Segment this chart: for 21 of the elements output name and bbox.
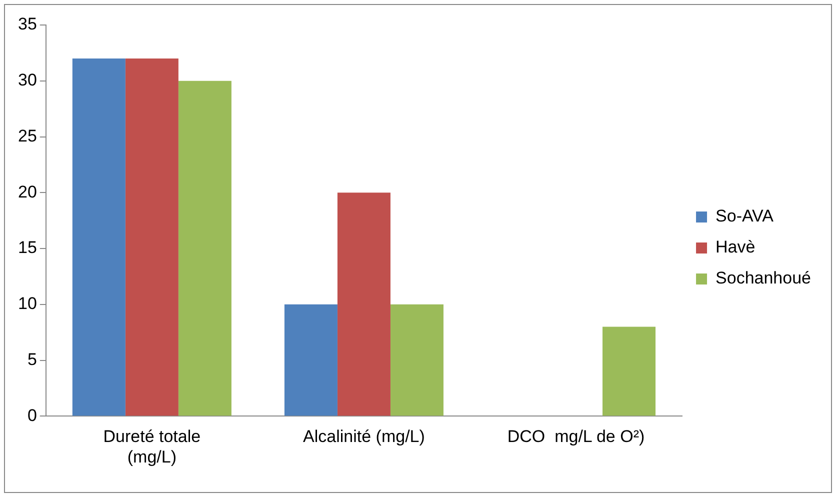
y-tick-label: 0 bbox=[27, 406, 37, 425]
y-tick-label: 5 bbox=[27, 350, 37, 369]
legend-label: Sochanhoué bbox=[716, 268, 812, 288]
y-tick-label: 15 bbox=[18, 238, 37, 258]
bar bbox=[390, 304, 444, 416]
x-tick-label: Alcalinité (mg/L) bbox=[303, 427, 425, 446]
y-tick-label: 30 bbox=[18, 70, 37, 90]
bar bbox=[178, 80, 232, 416]
y-tick-label: 10 bbox=[18, 294, 37, 314]
y-tick-label: 35 bbox=[18, 14, 37, 34]
x-tick-label: DCO mg/L de O²) bbox=[507, 427, 645, 446]
bar bbox=[125, 58, 178, 416]
legend-label: So-AVA bbox=[716, 206, 774, 226]
y-tick-label: 20 bbox=[18, 182, 37, 202]
bar bbox=[337, 192, 390, 416]
y-tick-label: 25 bbox=[18, 126, 37, 146]
bar bbox=[602, 326, 656, 416]
legend-label: Havè bbox=[716, 238, 756, 257]
bar bbox=[284, 304, 338, 416]
bar bbox=[72, 58, 126, 416]
x-tick-label: Dureté totale (mg/L) bbox=[103, 427, 201, 466]
